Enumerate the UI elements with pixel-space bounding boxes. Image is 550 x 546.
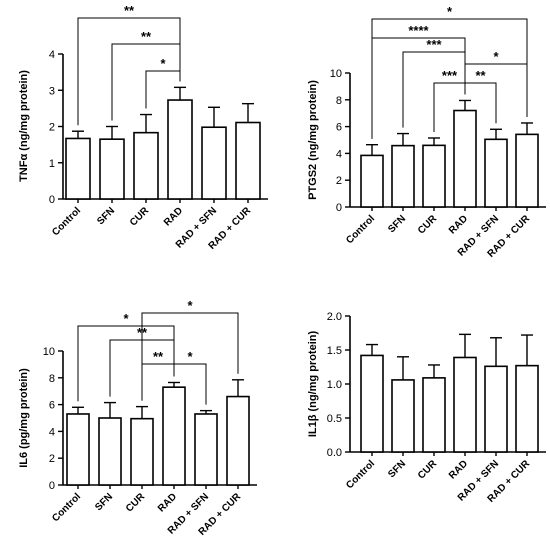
bar [167, 99, 193, 200]
x-tick-label: SFN [386, 458, 408, 480]
significance-label: ** [124, 3, 135, 18]
x-tick-label: CUR [128, 205, 152, 229]
y-tick-label: 0 [336, 202, 342, 214]
y-tick-label: 6 [336, 122, 342, 134]
chart-panel-2: 0 2 4 6 8 10 PTGS2 (ng/mg protein) Control SFN CU… [307, 4, 546, 260]
bar [133, 131, 159, 200]
x-tick-label: RAD [162, 205, 185, 228]
x-tick-label: RAD [447, 213, 470, 236]
significance-label: * [493, 49, 499, 64]
bar [484, 365, 508, 453]
y-tick-label: 10 [330, 68, 342, 80]
y-tick-label: 6 [49, 400, 55, 412]
bar [98, 417, 122, 486]
x-tick-label: SFN [386, 213, 408, 235]
significance-bracket [141, 312, 239, 401]
x-tick-label: SFN [93, 491, 115, 513]
bar [226, 395, 250, 486]
y-axis-label: TNFα (ng/mg protein) [18, 70, 30, 182]
significance-label: *** [426, 37, 442, 52]
x-tick-label: RAD [447, 458, 470, 481]
significance-bracket [371, 37, 466, 139]
significance-bracket [77, 17, 181, 126]
bar [453, 109, 477, 208]
significance-label: ** [153, 349, 164, 364]
significance-bracket [464, 63, 528, 117]
x-tick-label: CUR [416, 458, 440, 482]
x-tick-label: SFN [95, 205, 117, 227]
significance-label: *** [442, 68, 458, 83]
y-tick-label: 0 [49, 480, 55, 492]
significance-label: * [123, 311, 129, 326]
y-axis-label: IL6 (pg/mg protein) [18, 368, 30, 468]
bar [194, 413, 218, 486]
chart-panel-3: 0 2 4 6 8 10 IL6 (pg/mg protein) Control SFN CUR R… [18, 298, 257, 538]
y-axis-label: PTGS2 (ng/mg protein) [307, 80, 319, 200]
bar [235, 121, 261, 200]
y-tick-label: 0.5 [327, 413, 342, 425]
significance-bracket [464, 82, 497, 124]
bar [360, 154, 384, 208]
significance-bracket [145, 70, 181, 109]
significance-bracket [173, 363, 207, 405]
significance-label: * [187, 298, 193, 313]
y-tick-label: 3 [49, 85, 55, 97]
bar [162, 386, 186, 486]
significance-label: * [187, 349, 193, 364]
significance-label: ** [137, 325, 148, 340]
y-tick-label: 8 [49, 373, 55, 385]
y-tick-label: 4 [49, 426, 55, 438]
significance-label: * [160, 56, 166, 71]
significance-label: **** [408, 23, 429, 38]
x-tick-label: Control [50, 491, 83, 524]
y-tick-label: 1.5 [327, 345, 342, 357]
y-tick-label: 2.0 [327, 311, 342, 323]
y-tick-label: 4 [336, 148, 342, 160]
significance-bracket [111, 43, 181, 121]
y-axis-label: IL1β (ng/mg protein) [307, 331, 319, 438]
bar [453, 356, 477, 453]
bar [360, 354, 384, 453]
y-tick-label: 0.0 [327, 447, 342, 459]
bar [515, 364, 539, 453]
y-tick-label: 4 [49, 49, 55, 61]
y-tick-label: 10 [43, 346, 55, 358]
significance-label: * [447, 4, 453, 19]
bar [391, 379, 415, 453]
y-tick-label: 1 [49, 158, 55, 170]
x-tick-label: CUR [416, 213, 440, 237]
y-tick-label: 1.0 [327, 379, 342, 391]
x-tick-label: CUR [124, 491, 148, 515]
y-tick-label: 2 [336, 175, 342, 187]
bar [65, 137, 91, 200]
y-tick-label: 2 [49, 453, 55, 465]
x-tick-label: Control [50, 205, 83, 238]
bar [422, 377, 446, 453]
bar [515, 133, 539, 208]
y-tick-label: 0 [49, 194, 55, 206]
significance-bracket [109, 339, 175, 397]
bar [66, 413, 90, 486]
chart-panel-4: 0.0 0.5 1.0 1.5 2.0 IL1β (ng/mg protein) Contr… [307, 311, 546, 505]
bar [201, 126, 227, 200]
bar [484, 138, 508, 208]
bar [391, 144, 415, 208]
bar [130, 417, 154, 486]
significance-label: ** [141, 29, 152, 44]
x-tick-label: RAD [156, 491, 179, 514]
bar [99, 138, 125, 200]
y-tick-label: 2 [49, 122, 55, 134]
x-tick-label: Control [344, 458, 377, 491]
significance-label: ** [475, 68, 486, 83]
y-tick-label: 8 [336, 95, 342, 107]
chart-panel-1: 0 1 2 3 4 TNFα (ng/mg protein) Control SFN CUR RA… [18, 3, 268, 252]
x-tick-label: Control [344, 213, 377, 246]
bar [422, 144, 446, 208]
